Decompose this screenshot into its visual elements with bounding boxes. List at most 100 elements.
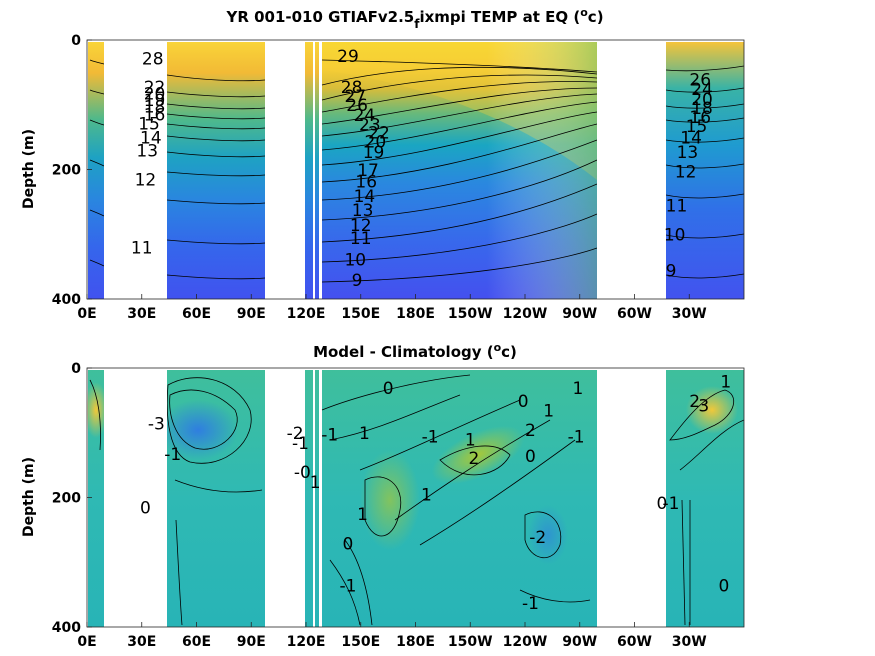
contour-label: 0	[518, 392, 529, 412]
bottom-land-americas	[597, 369, 666, 628]
contour-label: 1	[421, 486, 432, 506]
contour-label: 27	[344, 87, 366, 107]
contour-label: 1	[573, 379, 584, 399]
contour-label: 20	[144, 85, 166, 105]
contour-label: -1	[164, 445, 181, 465]
contour-label: 1	[357, 505, 368, 525]
contour-label: 0	[656, 494, 667, 514]
top-region-west-indian	[88, 42, 104, 299]
x-tick-label: 0E	[77, 306, 96, 322]
top-contour-labels: 2822201918161514131211292827262423222019…	[131, 47, 713, 291]
top-ticks: 0E 30E 60E 90E 120E 150E 180E 150W 120W 90W 60W 30W…	[52, 33, 707, 322]
x-tick-label: 120W	[503, 306, 548, 322]
bottom-panel: Model - Climatology (oc)	[21, 341, 745, 650]
x-tick-label: 90E	[237, 634, 266, 650]
bottom-contour-lines	[89, 374, 744, 626]
contour-label: 12	[350, 216, 372, 236]
x-tick-label: 60E	[182, 306, 211, 322]
x-tick-label: 30W	[672, 634, 707, 650]
contour-label: 2	[468, 449, 479, 469]
contour-label: 22	[144, 78, 166, 98]
contour-label: 28	[142, 50, 164, 70]
contour-label: 9	[666, 261, 677, 281]
contour-label: 17	[357, 161, 379, 181]
contour-label: -1	[292, 434, 309, 454]
contour-label: 14	[680, 129, 702, 149]
contour-label: 1	[465, 431, 476, 451]
contour-label: 14	[140, 129, 162, 149]
x-tick-label: 120E	[287, 634, 326, 650]
contour-label: 10	[664, 226, 686, 246]
contour-label: 20	[691, 90, 713, 110]
contour-label: 0	[719, 576, 730, 596]
bottom-region-maritime-1	[305, 370, 313, 627]
contour-label: 12	[675, 162, 697, 182]
contour-label: 11	[350, 229, 372, 249]
y-tick-label: 0	[71, 361, 81, 377]
contour-label: -0	[294, 463, 311, 483]
bottom-ylabel: Depth (m)	[21, 457, 37, 537]
top-ylabel: Depth (m)	[21, 129, 37, 209]
contour-label: 29	[337, 47, 359, 67]
contour-label: 28	[341, 78, 363, 98]
contour-label: 1	[720, 372, 731, 392]
x-tick-label: 150E	[341, 634, 380, 650]
contour-label: 16	[689, 108, 711, 128]
contour-label: 22	[368, 123, 390, 143]
top-title: YR 001-010 GTIAFv2.5fixmpi TEMP at EQ (o…	[225, 6, 603, 31]
top-field	[88, 42, 744, 299]
contour-label: 1	[543, 402, 554, 422]
y-tick-label: 200	[52, 491, 81, 507]
top-region-maritime-2	[315, 42, 319, 299]
contour-label: 24	[354, 106, 376, 126]
contour-label: 0	[383, 379, 394, 399]
contour-label: 12	[135, 171, 157, 191]
x-tick-label: 150W	[448, 306, 493, 322]
bottom-land-maritime	[265, 369, 305, 628]
x-tick-label: 30E	[127, 306, 156, 322]
x-tick-label: 30E	[127, 634, 156, 650]
x-tick-label: 90W	[562, 634, 597, 650]
contour-label: 13	[136, 142, 158, 162]
contour-label: 13	[677, 143, 699, 163]
top-region-atlantic	[666, 42, 744, 299]
x-tick-label: 60E	[182, 634, 211, 650]
contour-label: 26	[346, 96, 368, 116]
y-tick-label: 400	[52, 292, 81, 308]
contour-label: 1	[359, 424, 370, 444]
contour-label: 19	[144, 91, 166, 111]
contour-label: 18	[691, 99, 713, 119]
x-tick-label: 120W	[503, 634, 548, 650]
contour-label: 11	[666, 197, 688, 217]
contour-label: 16	[355, 173, 377, 193]
x-tick-label: 60W	[617, 634, 652, 650]
x-tick-label: 90E	[237, 306, 266, 322]
bottom-land-africa	[104, 369, 167, 628]
contour-label: 16	[144, 105, 166, 125]
contour-label: -2	[529, 528, 546, 548]
x-tick-label: 150W	[448, 634, 493, 650]
x-tick-label: 180E	[396, 634, 435, 650]
y-tick-label: 400	[52, 620, 81, 636]
contour-label: 20	[365, 132, 387, 152]
contour-label: -2	[287, 424, 304, 444]
x-tick-label: 60W	[617, 306, 652, 322]
x-tick-label: 0E	[77, 634, 96, 650]
contour-label: 1	[310, 473, 321, 493]
contour-label: 23	[359, 116, 381, 136]
contour-label: 15	[138, 114, 160, 134]
contour-label: 19	[363, 143, 385, 163]
contour-label: 24	[691, 80, 713, 100]
top-land-maritime	[265, 41, 305, 300]
y-tick-label: 0	[71, 33, 81, 49]
contour-label: 18	[144, 98, 166, 118]
contour-label: 14	[354, 187, 376, 207]
contour-label: 15	[686, 117, 708, 137]
contour-label: -1	[321, 426, 338, 446]
contour-label: -1	[339, 576, 356, 596]
contour-label: 0	[343, 534, 354, 554]
y-tick-label: 200	[52, 163, 81, 179]
contour-label: 3	[698, 396, 709, 416]
top-land-americas	[597, 41, 666, 300]
